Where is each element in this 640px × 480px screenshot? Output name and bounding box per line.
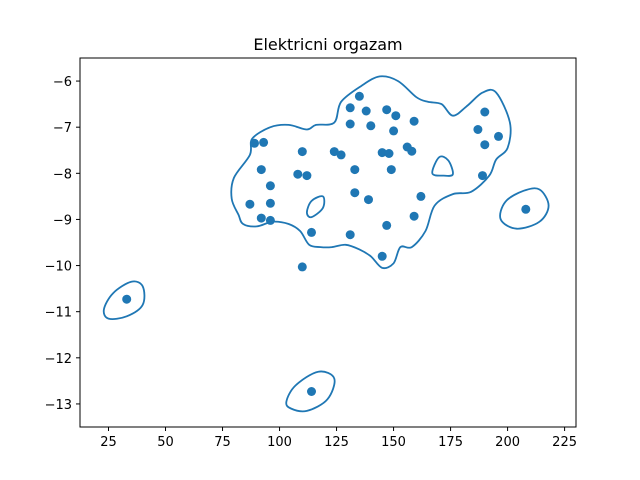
scatter-point — [480, 107, 490, 117]
y-axis: −6 −7 −8 −9 −10 −11 −12 −13 — [45, 75, 80, 413]
contour-line — [305, 195, 326, 219]
x-tick-label: 100 — [267, 435, 292, 450]
scatter-point — [361, 106, 371, 116]
x-axis: 25 50 75 100 125 150 175 200 225 — [100, 427, 577, 450]
scatter-point — [256, 165, 266, 175]
scatter-point — [345, 119, 355, 129]
points-group — [122, 91, 531, 396]
x-tick-label: 150 — [381, 435, 406, 450]
plot-frame — [79, 57, 577, 428]
scatter-point — [265, 215, 275, 225]
scatter-point — [250, 138, 259, 148]
y-tick-label: −9 — [53, 213, 72, 228]
scatter-point — [307, 227, 316, 237]
y-tick-label: −8 — [53, 167, 72, 182]
scatter-point — [259, 137, 269, 147]
contour-line — [431, 155, 454, 177]
scatter-point — [382, 220, 392, 230]
scatter-point — [345, 230, 355, 240]
x-tick-label: 50 — [157, 435, 174, 450]
scatter-point — [494, 131, 503, 141]
scatter-point — [350, 165, 360, 175]
y-tick-label: −7 — [53, 121, 72, 136]
scatter-point — [245, 199, 255, 209]
scatter-point — [521, 204, 531, 214]
y-tick-label: −10 — [45, 260, 72, 275]
scatter-point — [265, 198, 275, 208]
scatter-point — [382, 105, 392, 115]
scatter-point — [416, 191, 426, 201]
y-tick-label: −11 — [45, 306, 72, 321]
scatter-point — [302, 171, 312, 181]
y-tick-label: −6 — [53, 75, 72, 90]
scatter-point — [384, 149, 394, 158]
y-tick-label: −13 — [45, 398, 72, 413]
contour-line — [499, 187, 550, 230]
scatter-point — [386, 165, 396, 175]
scatter-point — [345, 103, 355, 113]
scatter-point — [307, 387, 316, 396]
scatter-point — [293, 169, 303, 179]
scatter-point — [409, 116, 419, 126]
scatter-point — [297, 147, 307, 157]
scatter-point — [480, 140, 490, 150]
scatter-point — [478, 171, 487, 181]
scatter-point — [391, 111, 401, 121]
x-tick-label: 125 — [324, 435, 349, 450]
scatter-point — [407, 146, 417, 156]
scatter-point — [364, 195, 373, 205]
x-tick-label: 25 — [100, 435, 117, 450]
scatter-point — [354, 91, 364, 101]
scatter-point — [297, 262, 307, 272]
scatter-point — [329, 147, 339, 157]
x-tick-label: 225 — [552, 435, 577, 450]
chart-title: Elektricni orgazam — [253, 35, 402, 54]
x-tick-label: 175 — [438, 435, 463, 450]
scatter-point — [409, 211, 419, 221]
y-tick-label: −12 — [45, 352, 72, 367]
scatter-point — [336, 150, 346, 160]
x-tick-label: 200 — [495, 435, 520, 450]
contour-line — [285, 370, 336, 413]
scatter-point — [265, 181, 275, 191]
scatter-point — [256, 213, 266, 223]
scatter-point — [366, 121, 376, 131]
contour-group — [102, 75, 550, 413]
scatter-point — [473, 125, 483, 134]
scatter-point — [350, 188, 360, 198]
x-tick-label: 75 — [214, 435, 231, 450]
contour-line — [230, 75, 512, 270]
contour-line — [102, 280, 146, 320]
scatter-point — [377, 251, 387, 261]
scatter-point — [122, 294, 132, 304]
scatter-point — [377, 148, 387, 158]
scatter-point — [389, 126, 399, 136]
